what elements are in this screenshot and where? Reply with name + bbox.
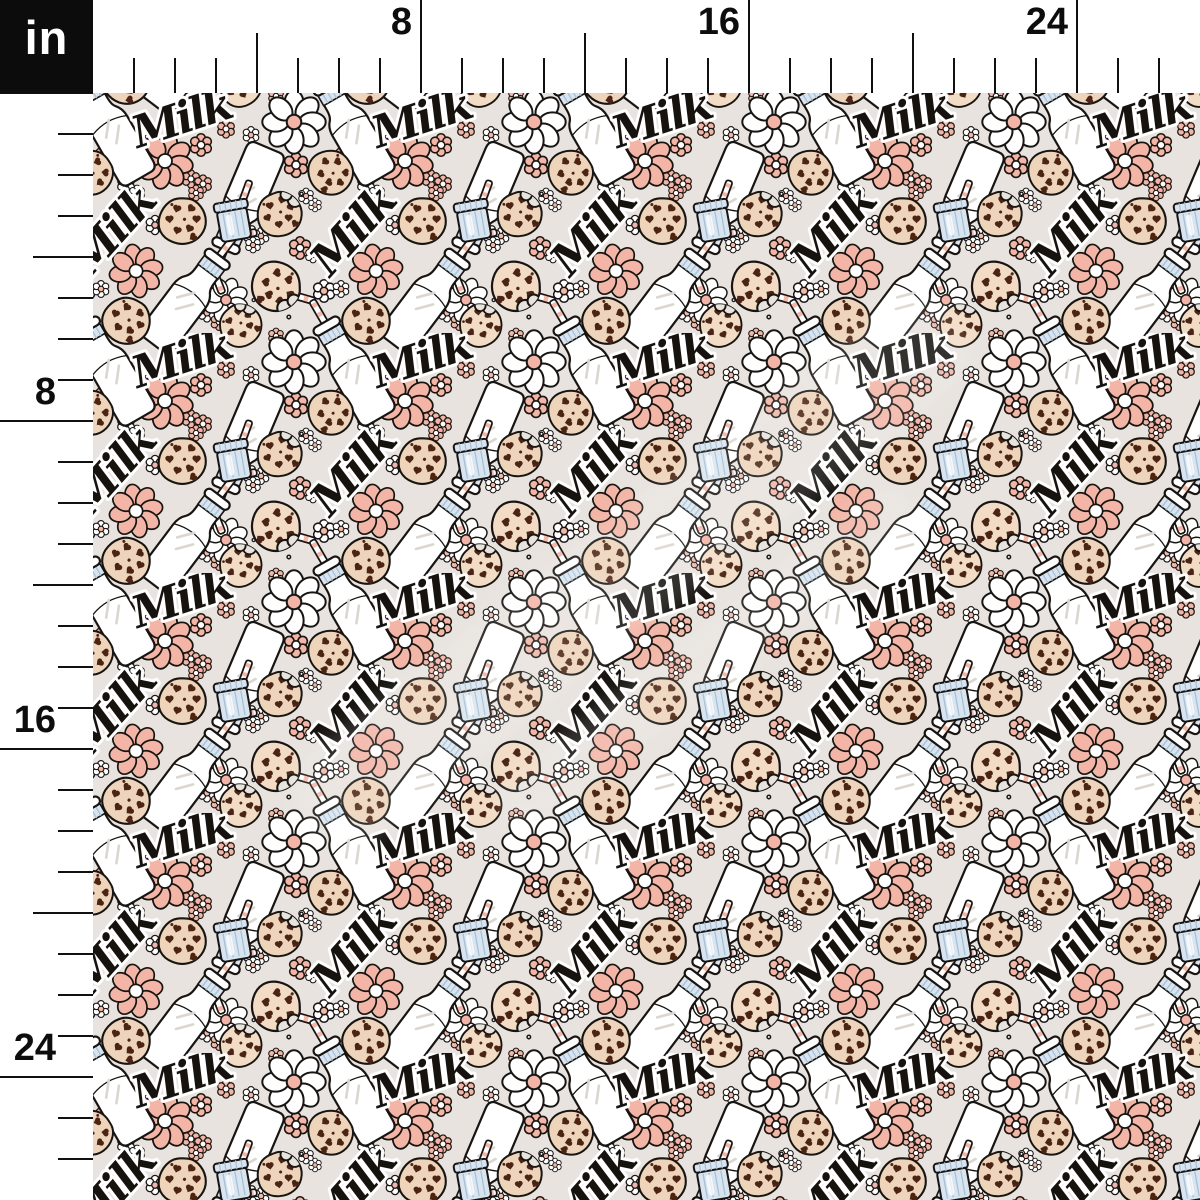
ruler-left-label-24: 24 — [13, 1027, 56, 1069]
unit-label: in — [24, 11, 69, 64]
ruler-top-label-16: 16 — [697, 1, 740, 43]
fabric-pattern-svg: Milk Milk Milk — [93, 93, 1200, 1200]
ruler-top-ticks — [133, 0, 1160, 93]
ruler-left-label-8: 8 — [34, 371, 56, 413]
ruler-left-label-16: 16 — [13, 699, 56, 741]
watermark — [292, 293, 971, 847]
fabric-swatch: Milk Milk Milk — [93, 93, 1200, 1200]
unit-badge: in — [0, 0, 93, 93]
ruler-top-label-8: 8 — [390, 1, 412, 43]
ruler-top-label-24: 24 — [1025, 1, 1068, 43]
ruler-left: 8 16 24 — [0, 93, 93, 1200]
ruler-left-ticks — [0, 93, 93, 1160]
ruler-top: 8 16 24 — [93, 0, 1200, 93]
